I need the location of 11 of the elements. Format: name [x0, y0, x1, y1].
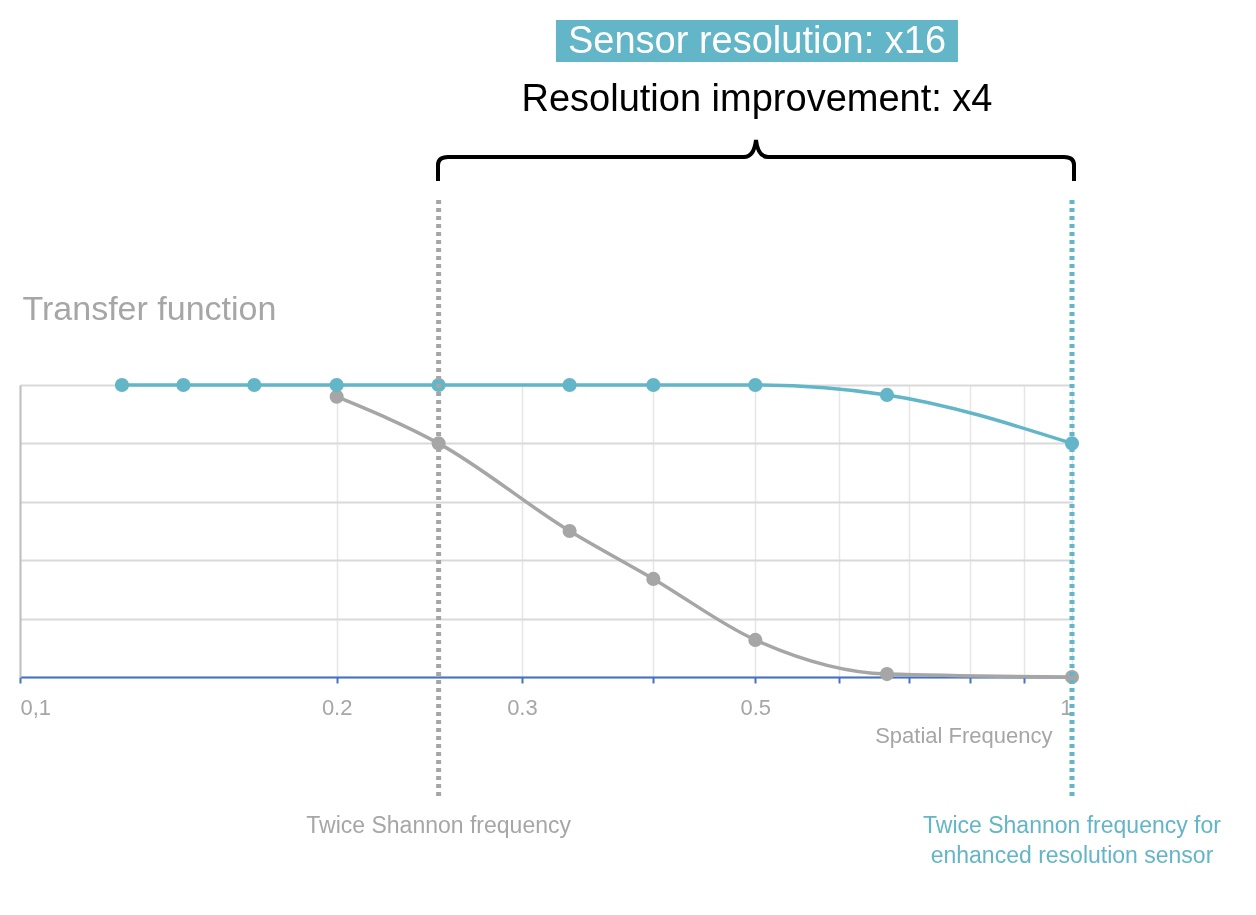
text: Resolution improvement: x4: [521, 77, 993, 120]
x-tick-label: 0.5: [740, 694, 772, 720]
x-tick-label: 0,1: [20, 694, 52, 720]
x-tick-label: 0.2: [321, 694, 353, 720]
x-axis-title: Spatial Frequency: [875, 722, 1053, 748]
ref-line-label: Twice Shannon frequency: [306, 812, 572, 838]
text: Sensor resolution: x16: [555, 19, 959, 62]
ref-line-label: Twice Shannon frequency for enhanced resolution sensor: [923, 812, 1222, 868]
x-tick-label: 1: [1060, 694, 1073, 720]
x-tick-label: 0.3: [507, 694, 538, 720]
y-axis-title: Transfer function: [22, 288, 277, 327]
